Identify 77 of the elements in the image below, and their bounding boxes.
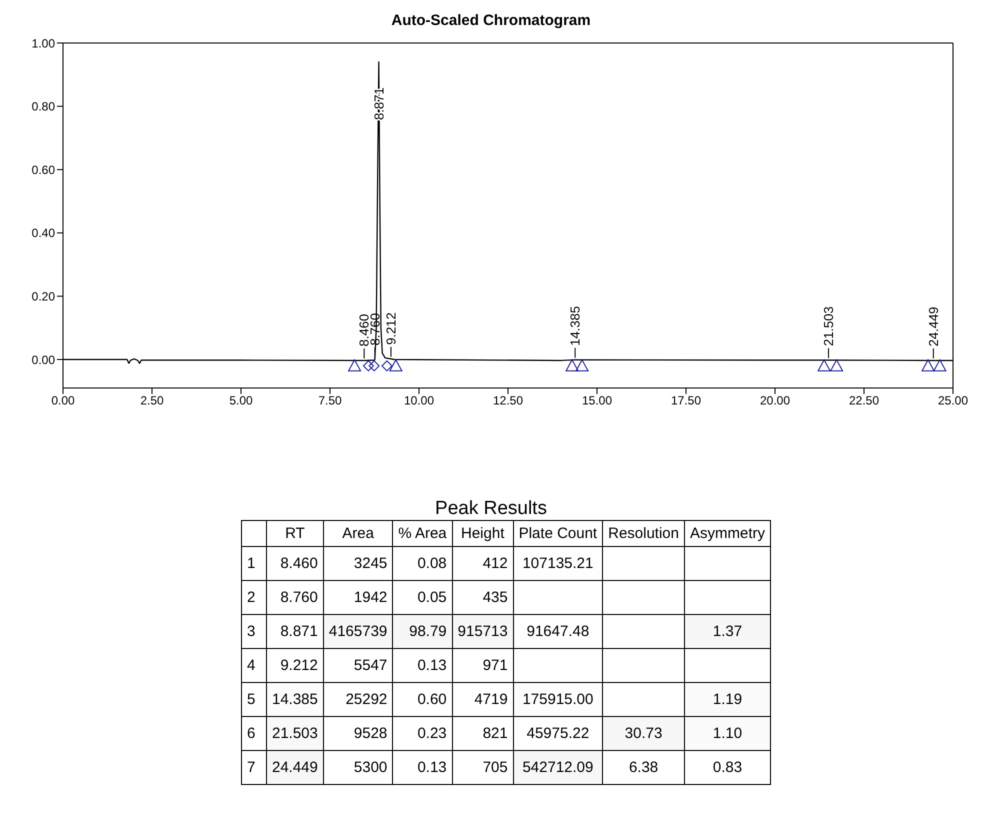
data-label: 8.871 (266, 614, 324, 648)
x-tick-label: Area (323, 520, 393, 546)
data-label: 5547 (323, 648, 393, 682)
data-label: 0.08 (392, 546, 452, 580)
x-tick-label: 7.50 (318, 394, 342, 408)
annotation: 9.212 (383, 312, 398, 345)
x-tick-label: 12.50 (492, 394, 524, 408)
data-label: 45975.22 (513, 716, 603, 750)
annotation: 24.449 (926, 306, 941, 346)
y-tick-label: 0.60 (32, 162, 56, 177)
data-label: 9.212 (266, 648, 324, 682)
y-tick-label: 3 (241, 614, 266, 648)
data-label: 6.38 (602, 750, 684, 784)
x-tick-label: 25.00 (938, 394, 968, 408)
x-tick-label: 20.00 (760, 394, 790, 408)
x-tick-label: 0.00 (51, 394, 75, 408)
data-label: 542712.09 (513, 750, 603, 784)
y-tick-label: 6 (241, 716, 266, 750)
data-label: 1942 (323, 580, 393, 614)
x-tick-label: 17.50 (670, 394, 702, 408)
data-label: 0.83 (684, 750, 770, 784)
data-label: 915713 (452, 614, 514, 648)
data-label: 8.460 (266, 546, 324, 580)
annotation: 8.460 (356, 314, 372, 346)
data-label: 25292 (323, 682, 393, 716)
x-tick-label: Height (452, 520, 514, 546)
data-label: 91647.48 (513, 614, 603, 648)
x-tick-label: 5.00 (229, 394, 253, 408)
data-label: 435 (452, 580, 514, 614)
data-label: 30.73 (602, 716, 684, 750)
data-label: 5300 (323, 750, 393, 784)
x-tick-label: 15.00 (582, 394, 612, 408)
x-tick-label: 10.00 (404, 394, 434, 408)
y-tick-label: 0.00 (32, 352, 56, 367)
data-label: 8.760 (266, 580, 324, 614)
data-label: 1.10 (684, 716, 770, 750)
data-label: 821 (452, 716, 514, 750)
x-tick-label: 22.50 (848, 394, 880, 408)
data-label: 1.37 (684, 614, 770, 648)
data-label: 0.13 (392, 648, 452, 682)
annotation: 14.385 (568, 306, 583, 346)
y-tick-label: 1 (241, 546, 266, 580)
y-tick-label: 7 (241, 750, 266, 784)
data-label: 24.449 (266, 750, 324, 784)
data-label: 4719 (452, 682, 514, 716)
data-label: 0.05 (392, 580, 452, 614)
y-tick-label: 4 (241, 648, 266, 682)
data-label: 21.503 (266, 716, 324, 750)
data-label: 175915.00 (513, 682, 603, 716)
y-tick-label: 5 (241, 682, 266, 716)
data-label: 9528 (323, 716, 393, 750)
data-label: 0.60 (392, 682, 452, 716)
x-tick-label: 2.50 (140, 394, 164, 408)
data-label: 4165739 (323, 614, 393, 648)
y-tick-label: 0.80 (32, 100, 56, 114)
data-label: 705 (452, 750, 514, 784)
x-tick-label: % Area (392, 520, 452, 546)
annotation: 21.503 (821, 306, 836, 346)
data-label: 3245 (323, 546, 393, 580)
x-tick-label: Plate Count (513, 520, 603, 546)
data-label: 98.79 (392, 614, 452, 648)
data-label: 0.23 (392, 716, 452, 750)
data-label: 971 (452, 648, 514, 682)
data-label: 1.19 (684, 682, 770, 716)
x-tick-label: RT (266, 520, 324, 546)
x-tick-label: Resolution (602, 520, 684, 546)
y-tick-label: 0.40 (32, 226, 56, 240)
y-tick-label: 0.20 (32, 289, 56, 304)
y-tick-label: 1.00 (32, 36, 56, 50)
data-label: 107135.21 (513, 546, 603, 580)
chart-title: Peak Results (435, 498, 547, 520)
chart-title: Auto-Scaled Chromatogram (390, 12, 592, 29)
data-label: 412 (452, 546, 514, 580)
data-label: 0.13 (392, 750, 452, 784)
data-label: 14.385 (266, 682, 324, 716)
y-tick-label: 2 (241, 580, 266, 614)
x-tick-label: Asymmetry (684, 520, 770, 546)
